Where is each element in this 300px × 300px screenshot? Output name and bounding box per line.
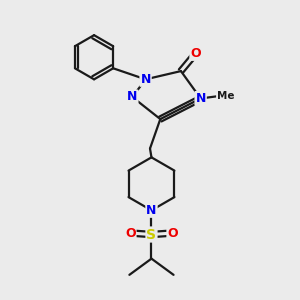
Text: Me: Me xyxy=(217,91,234,100)
Text: N: N xyxy=(140,73,151,86)
Text: N: N xyxy=(127,91,137,103)
Text: O: O xyxy=(125,226,136,239)
Text: N: N xyxy=(146,204,157,217)
Text: O: O xyxy=(167,226,178,239)
Text: S: S xyxy=(146,227,157,242)
Text: N: N xyxy=(196,92,206,105)
Text: O: O xyxy=(190,47,201,60)
